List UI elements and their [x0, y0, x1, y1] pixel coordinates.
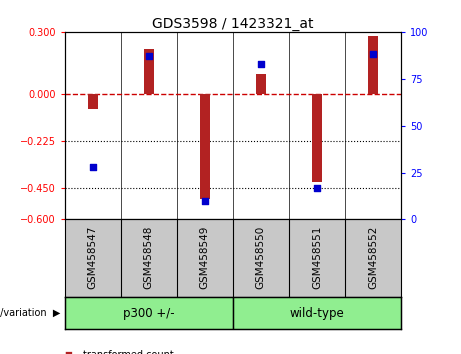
Bar	[312, 95, 322, 182]
Point	[145, 53, 152, 59]
Bar	[88, 95, 98, 109]
Point	[89, 164, 96, 170]
Text: p300 +/-: p300 +/-	[123, 307, 174, 320]
Title: GDS3598 / 1423321_at: GDS3598 / 1423321_at	[152, 17, 313, 31]
Bar	[200, 95, 210, 199]
Bar	[144, 48, 154, 95]
Bar	[256, 74, 266, 95]
Text: GSM458551: GSM458551	[312, 226, 322, 289]
Point	[257, 61, 265, 67]
Bar	[233, 297, 401, 329]
Text: wild-type: wild-type	[290, 307, 344, 320]
Point	[369, 52, 377, 57]
Text: genotype/variation  ▶: genotype/variation ▶	[0, 308, 60, 318]
Text: ■: ■	[65, 350, 72, 354]
Text: GSM458550: GSM458550	[256, 226, 266, 289]
Text: GSM458548: GSM458548	[144, 226, 154, 289]
Bar	[368, 36, 378, 95]
Bar	[65, 297, 233, 329]
Text: GSM458549: GSM458549	[200, 226, 210, 289]
Text: GSM458552: GSM458552	[368, 226, 378, 289]
Text: GSM458547: GSM458547	[88, 226, 98, 289]
Point	[201, 198, 208, 204]
Text: transformed count: transformed count	[83, 350, 174, 354]
Point	[313, 185, 321, 190]
